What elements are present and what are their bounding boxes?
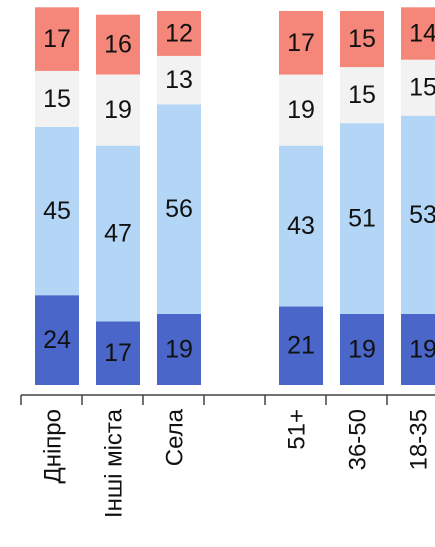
category-label: Дніпро <box>40 409 67 484</box>
bar-segment <box>340 67 384 124</box>
data-label: 12 <box>165 19 193 47</box>
data-label: 19 <box>348 336 376 364</box>
category-label: 18-35 <box>406 409 433 470</box>
bar-segment <box>279 74 323 146</box>
bars-layer <box>35 7 435 385</box>
bar-segment <box>35 70 79 127</box>
bar-segment <box>340 123 384 314</box>
data-label: 45 <box>43 197 71 225</box>
data-label: 17 <box>287 29 315 57</box>
data-label: 47 <box>104 220 132 248</box>
bar-segment <box>157 313 201 385</box>
bar-segment <box>96 145 140 322</box>
data-label: 15 <box>348 25 376 53</box>
data-label: 19 <box>104 96 132 124</box>
bar-segment <box>96 74 140 146</box>
category-label: Села <box>162 408 189 466</box>
data-label: 15 <box>43 85 71 113</box>
bar-segment <box>340 11 384 68</box>
data-label: 53 <box>409 201 435 229</box>
data-label: 21 <box>287 332 315 360</box>
bar-segment <box>401 59 435 116</box>
bar-segment <box>279 145 323 307</box>
data-label: 56 <box>165 195 193 223</box>
bar-segment <box>401 313 435 385</box>
bar-segment <box>279 306 323 385</box>
bar-segment <box>35 126 79 296</box>
data-label: 51 <box>348 205 376 233</box>
data-label: 17 <box>104 339 132 367</box>
bar-segment <box>96 14 140 75</box>
bar-segment <box>401 115 435 314</box>
data-label: 43 <box>287 212 315 240</box>
category-label: 51+ <box>284 409 311 450</box>
bar-segment <box>157 55 201 105</box>
bar-segment <box>279 11 323 75</box>
data-label: 13 <box>165 66 193 94</box>
data-label: 17 <box>43 25 71 53</box>
bar-segment <box>157 11 201 56</box>
bar-segment <box>35 7 79 71</box>
data-label: 19 <box>165 336 193 364</box>
bar-segment <box>35 295 79 385</box>
bar-segment <box>401 7 435 60</box>
bar-segment <box>340 313 384 385</box>
category-label: Інші міста <box>101 408 128 518</box>
data-label: 14 <box>409 19 435 47</box>
data-label: 19 <box>409 336 435 364</box>
data-label: 19 <box>287 96 315 124</box>
data-label: 24 <box>43 326 71 354</box>
data-label: 15 <box>348 81 376 109</box>
bar-segment <box>96 321 140 385</box>
data-label: 15 <box>409 74 435 102</box>
category-label: 36-50 <box>345 409 372 470</box>
data-label: 16 <box>104 31 132 59</box>
data-labels-layer: 24 45 15 17 17 47 19 16 19 56 13 12 21 43 19 17 19 51 15 15… <box>43 19 435 367</box>
bar-segment <box>157 104 201 314</box>
